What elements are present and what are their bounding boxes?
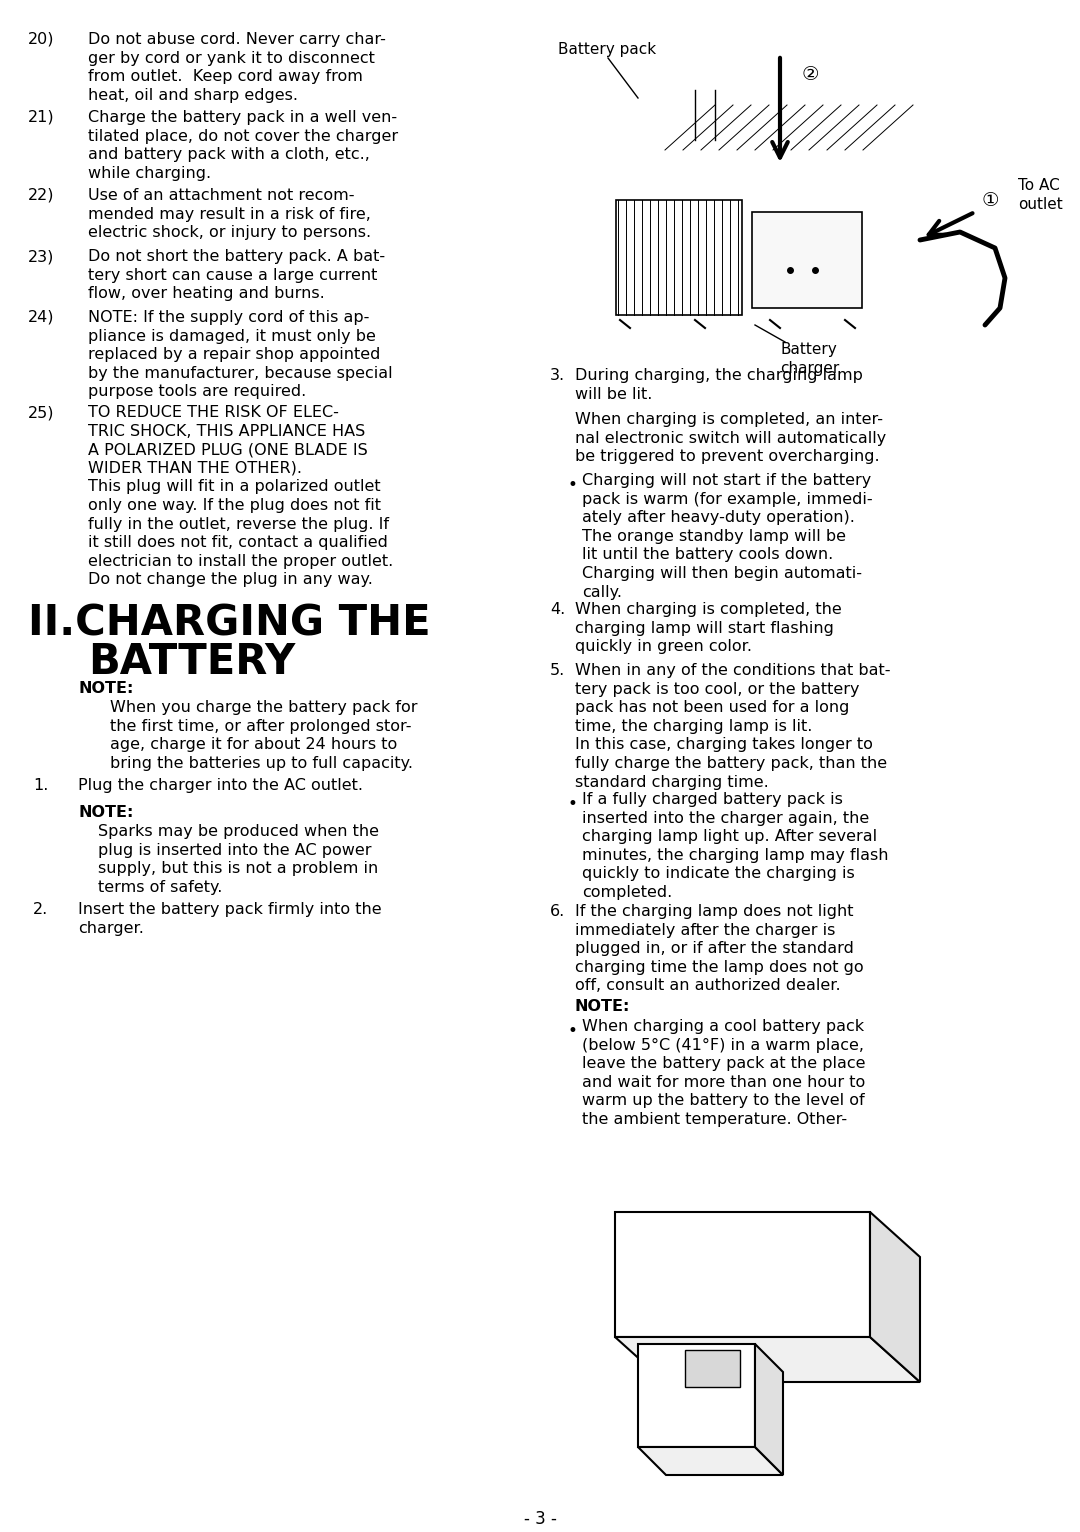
Text: NOTE:: NOTE: bbox=[575, 999, 631, 1014]
Text: When charging is completed, the
charging lamp will start flashing
quickly in gre: When charging is completed, the charging… bbox=[575, 602, 841, 654]
Text: When in any of the conditions that bat-
tery pack is too cool, or the battery
pa: When in any of the conditions that bat- … bbox=[575, 663, 891, 789]
Text: •: • bbox=[568, 795, 578, 813]
Text: TO REDUCE THE RISK OF ELEC-
TRIC SHOCK, THIS APPLIANCE HAS
A POLARIZED PLUG (ONE: TO REDUCE THE RISK OF ELEC- TRIC SHOCK, … bbox=[87, 404, 393, 587]
Text: When charging a cool battery pack
(below 5°C (41°F) in a warm place,
leave the b: When charging a cool battery pack (below… bbox=[582, 1019, 865, 1128]
Text: 3.: 3. bbox=[550, 368, 565, 383]
Text: ②: ② bbox=[801, 66, 819, 84]
Text: Plug the charger into the AC outlet.: Plug the charger into the AC outlet. bbox=[78, 778, 363, 794]
Text: NOTE:: NOTE: bbox=[78, 682, 133, 696]
Text: Use of an attachment not recom-
mended may result in a risk of fire,
electric sh: Use of an attachment not recom- mended m… bbox=[87, 188, 372, 241]
Text: BATTERY: BATTERY bbox=[87, 640, 295, 682]
Text: 4.: 4. bbox=[550, 602, 565, 617]
Polygon shape bbox=[638, 1448, 783, 1475]
Text: •: • bbox=[568, 1022, 578, 1040]
Text: Battery
charger: Battery charger bbox=[780, 342, 839, 375]
Text: During charging, the charging lamp
will be lit.: During charging, the charging lamp will … bbox=[575, 368, 863, 401]
Text: 22): 22) bbox=[28, 188, 54, 204]
Text: 20): 20) bbox=[28, 32, 54, 47]
Text: Do not abuse cord. Never carry char-
ger by cord or yank it to disconnect
from o: Do not abuse cord. Never carry char- ger… bbox=[87, 32, 386, 103]
Polygon shape bbox=[615, 1337, 920, 1382]
Polygon shape bbox=[638, 1344, 755, 1448]
Bar bbox=[616, 201, 742, 316]
Text: 5.: 5. bbox=[550, 663, 565, 679]
Text: Charge the battery pack in a well ven-
tilated place, do not cover the charger
a: Charge the battery pack in a well ven- t… bbox=[87, 110, 399, 181]
Bar bbox=[752, 211, 862, 308]
Text: 25): 25) bbox=[28, 404, 54, 420]
Text: Battery pack: Battery pack bbox=[558, 41, 657, 57]
Polygon shape bbox=[755, 1344, 783, 1475]
Text: If a fully charged battery pack is
inserted into the charger again, the
charging: If a fully charged battery pack is inser… bbox=[582, 792, 889, 899]
Polygon shape bbox=[870, 1212, 920, 1382]
Text: 2.: 2. bbox=[33, 902, 49, 918]
Text: ①: ① bbox=[982, 190, 999, 210]
Polygon shape bbox=[685, 1350, 740, 1386]
Text: 21): 21) bbox=[28, 110, 55, 126]
Text: When charging is completed, an inter-
nal electronic switch will automatically
b: When charging is completed, an inter- na… bbox=[575, 412, 887, 464]
Text: •: • bbox=[568, 476, 578, 493]
Text: Charging will not start if the battery
pack is warm (for example, immedi-
ately : Charging will not start if the battery p… bbox=[582, 473, 873, 599]
Text: 23): 23) bbox=[28, 250, 54, 264]
Text: When you charge the battery pack for
the first time, or after prolonged stor-
ag: When you charge the battery pack for the… bbox=[110, 700, 418, 771]
Text: 1.: 1. bbox=[33, 778, 49, 794]
Text: 24): 24) bbox=[28, 309, 54, 325]
Text: Do not short the battery pack. A bat-
tery short can cause a large current
flow,: Do not short the battery pack. A bat- te… bbox=[87, 250, 386, 302]
Text: - 3 -: - 3 - bbox=[524, 1511, 556, 1527]
Text: II.CHARGING THE: II.CHARGING THE bbox=[28, 604, 431, 645]
Text: If the charging lamp does not light
immediately after the charger is
plugged in,: If the charging lamp does not light imme… bbox=[575, 904, 864, 993]
Polygon shape bbox=[615, 1212, 870, 1337]
Text: Sparks may be produced when the
plug is inserted into the AC power
supply, but t: Sparks may be produced when the plug is … bbox=[98, 824, 379, 895]
Text: Insert the battery pack firmly into the
charger.: Insert the battery pack firmly into the … bbox=[78, 902, 381, 936]
Text: To AC
outlet: To AC outlet bbox=[1018, 178, 1063, 211]
Text: NOTE:: NOTE: bbox=[78, 804, 133, 820]
Text: 6.: 6. bbox=[550, 904, 565, 919]
Text: NOTE: If the supply cord of this ap-
pliance is damaged, it must only be
replace: NOTE: If the supply cord of this ap- pli… bbox=[87, 309, 393, 400]
